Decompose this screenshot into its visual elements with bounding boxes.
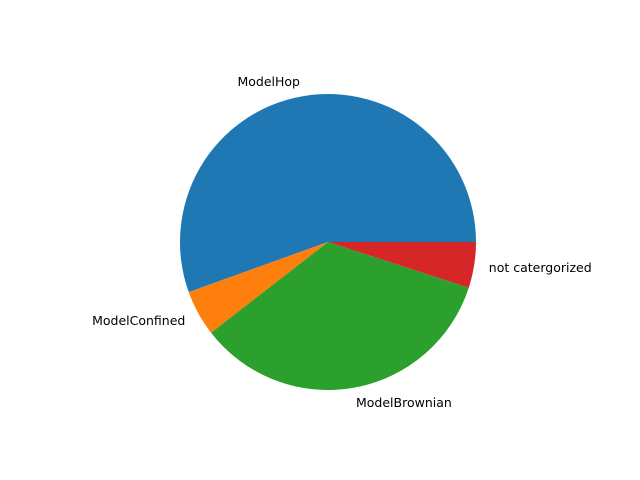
pie-labels: ModelHop ModelConfined ModelBrownian not ca… [92, 74, 592, 410]
pie-slice-modelbrownian [211, 242, 469, 390]
pie-slices [180, 93, 477, 390]
pie-label-modelbrownian: ModelBrownian [356, 395, 452, 410]
pie-label-modelhop: ModelHop [237, 74, 300, 89]
pie-slice-modelhop [180, 93, 477, 293]
pie-label-not-catergorized: not catergorized [489, 260, 592, 275]
pie-label-modelconfined: ModelConfined [92, 313, 185, 328]
pie-slice-modelconfined [188, 242, 328, 333]
pie-slice-not-catergorized [328, 242, 476, 288]
